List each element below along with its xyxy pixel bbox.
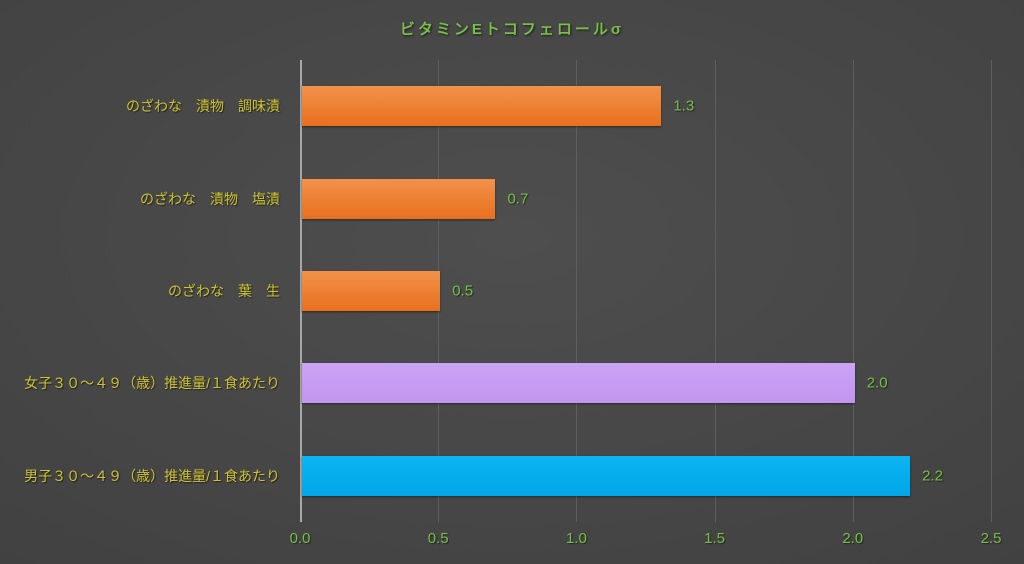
bar-0	[302, 86, 662, 127]
x-tick-label-0: 0.0	[289, 530, 311, 547]
plot-area: 1.3 0.7 0.5 2.0 2.2	[300, 60, 992, 522]
vertical-gridline	[714, 60, 716, 522]
category-label-4: 男子３０～４９（歳）推進量/１食あたり	[24, 467, 280, 484]
x-axis-tick-labels: 0.0 0.5 1.0 1.5 2.0 2.5	[0, 530, 1024, 554]
x-tick-label-1: 0.5	[427, 530, 449, 547]
category-label-1: のざわな 漬物 塩漬	[140, 190, 280, 207]
vertical-gridline	[991, 60, 992, 522]
x-tick-label-4: 2.0	[842, 530, 864, 547]
vertical-gridline	[852, 60, 854, 522]
value-label-4: 2.2	[922, 467, 943, 485]
y-axis-category-labels: のざわな 漬物 調味漬のざわな 漬物 塩漬のざわな 葉 生女子３０～４９（歳）推…	[0, 60, 290, 522]
x-tick-label-3: 1.5	[704, 530, 726, 547]
bar-1	[302, 178, 496, 219]
value-label-2: 0.5	[452, 282, 474, 300]
category-label-2: のざわな 葉 生	[168, 283, 280, 299]
bar-3	[302, 363, 855, 404]
category-label-0: のざわな 漬物 調味漬	[126, 98, 280, 115]
value-label-3: 2.0	[866, 374, 888, 392]
vertical-gridline	[576, 60, 578, 522]
chart-title: ビタミンEトコフェロールσ	[399, 21, 625, 38]
x-tick-label-5: 2.5	[980, 530, 1002, 547]
x-tick-label-2: 1.0	[565, 530, 587, 547]
category-label-3: 女子３０～４９（歳）推進量/１食あたり	[24, 375, 280, 392]
value-label-0: 1.3	[673, 97, 695, 115]
y-axis-line	[300, 60, 302, 522]
bar-4	[302, 455, 911, 496]
value-label-1: 0.7	[507, 190, 529, 208]
bar-2	[302, 271, 441, 311]
